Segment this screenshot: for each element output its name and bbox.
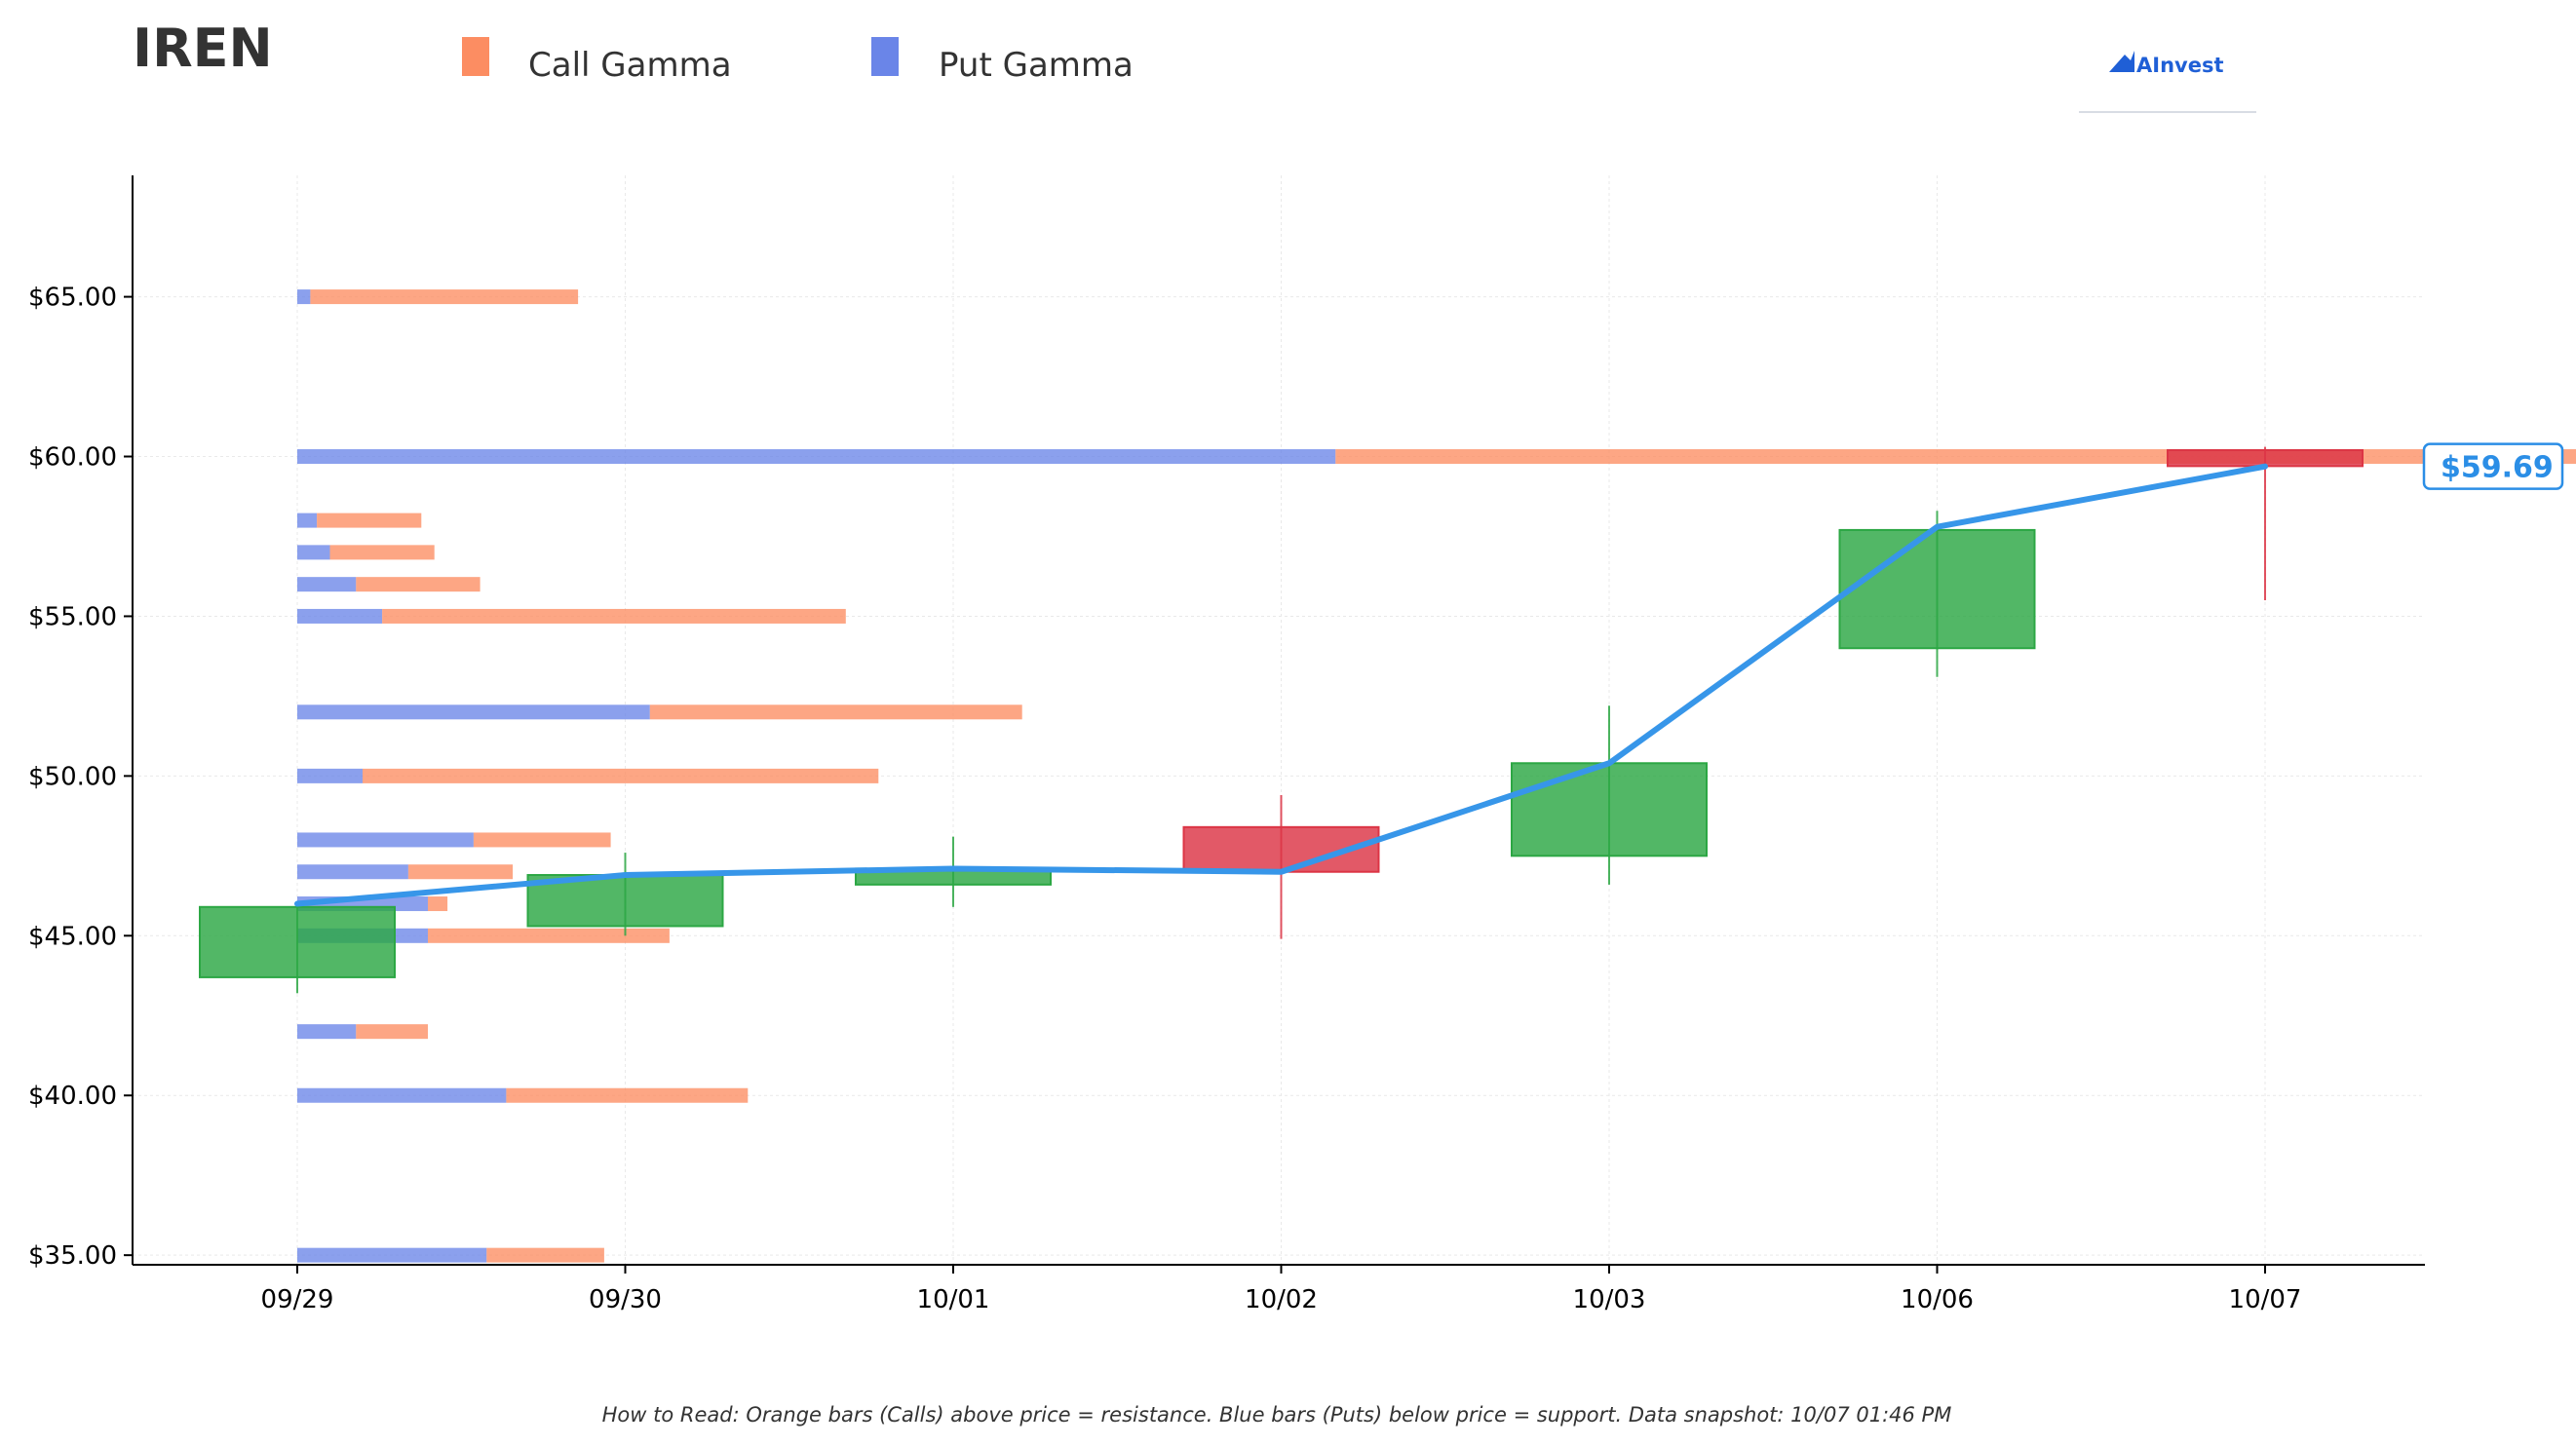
put-gamma-bar <box>297 545 330 560</box>
put-gamma-bar <box>297 832 474 848</box>
legend-call-label: Call Gamma <box>528 46 732 85</box>
close-price-line <box>294 463 2268 907</box>
legend-put-label: Put Gamma <box>939 46 1134 85</box>
price-tag-label: $59.69 <box>2441 451 2554 485</box>
call-gamma-bar <box>363 768 879 783</box>
candle-body <box>199 905 396 978</box>
call-gamma-bar <box>382 608 846 624</box>
call-gamma-bar <box>317 513 422 528</box>
y-tick-label: $45.00 <box>28 922 117 951</box>
footer-note: How to Read: Orange bars (Calls) above p… <box>602 1403 1952 1427</box>
axes <box>124 175 2425 1274</box>
y-tick-label: $60.00 <box>28 443 117 473</box>
call-gamma-bar <box>407 864 514 880</box>
put-gamma-bar <box>297 449 1336 465</box>
x-tick-label: 10/06 <box>1901 1285 1974 1314</box>
call-gamma-bar <box>428 896 448 912</box>
x-tick-label: 09/29 <box>261 1285 334 1314</box>
legend-call-swatch <box>462 37 489 76</box>
y-tick-label: $65.00 <box>28 284 117 313</box>
y-tick-label: $55.00 <box>28 602 117 631</box>
call-gamma-bar <box>356 1024 428 1040</box>
logo-text: AInvest <box>2136 54 2224 77</box>
ainvest-logo: AInvest <box>2079 51 2256 113</box>
x-tick-label: 10/03 <box>1573 1285 1646 1314</box>
current-price-tag: $59.69 <box>2422 442 2564 490</box>
y-tick-label: $35.00 <box>28 1241 117 1271</box>
call-gamma-bar <box>486 1247 604 1263</box>
x-tick-label: 09/30 <box>589 1285 662 1314</box>
y-tick-label: $40.00 <box>28 1082 117 1111</box>
x-tick-label: 10/02 <box>1245 1285 1318 1314</box>
x-tick-label: 10/01 <box>917 1285 990 1314</box>
put-gamma-bar <box>297 1087 507 1103</box>
close-line-path <box>294 463 2268 907</box>
put-gamma-bar <box>297 608 383 624</box>
put-gamma-bar <box>297 1024 357 1040</box>
ticker-title: IREN <box>133 18 273 79</box>
call-gamma-bar <box>473 832 611 848</box>
candle-body <box>1511 762 1708 857</box>
call-gamma-bar <box>356 577 481 592</box>
call-gamma-bar <box>506 1087 749 1103</box>
put-gamma-bar <box>297 768 363 783</box>
logo-mark-icon <box>2109 51 2134 72</box>
price-tag-box <box>2422 442 2564 490</box>
candle-body <box>1838 528 2036 650</box>
put-gamma-bar <box>297 1247 487 1263</box>
put-gamma-bar <box>297 513 318 528</box>
legend-put-swatch <box>871 37 899 76</box>
put-gamma-bar <box>297 289 311 305</box>
call-gamma-bar <box>428 928 670 943</box>
call-gamma-bar <box>329 545 435 560</box>
put-gamma-bar <box>297 704 650 720</box>
y-tick-label: $50.00 <box>28 762 117 791</box>
x-tick-label: 10/07 <box>2229 1285 2302 1314</box>
candlesticks <box>199 446 2364 994</box>
put-gamma-bar <box>297 864 408 880</box>
put-gamma-bar <box>297 577 357 592</box>
tick-labels: $35.00 $40.00 $45.00 $50.00 $55.00 $60.00 $65.… <box>28 284 2301 1314</box>
call-gamma-bar <box>649 704 1022 720</box>
call-gamma-bar <box>1335 449 2576 465</box>
call-gamma-bar <box>310 289 579 305</box>
